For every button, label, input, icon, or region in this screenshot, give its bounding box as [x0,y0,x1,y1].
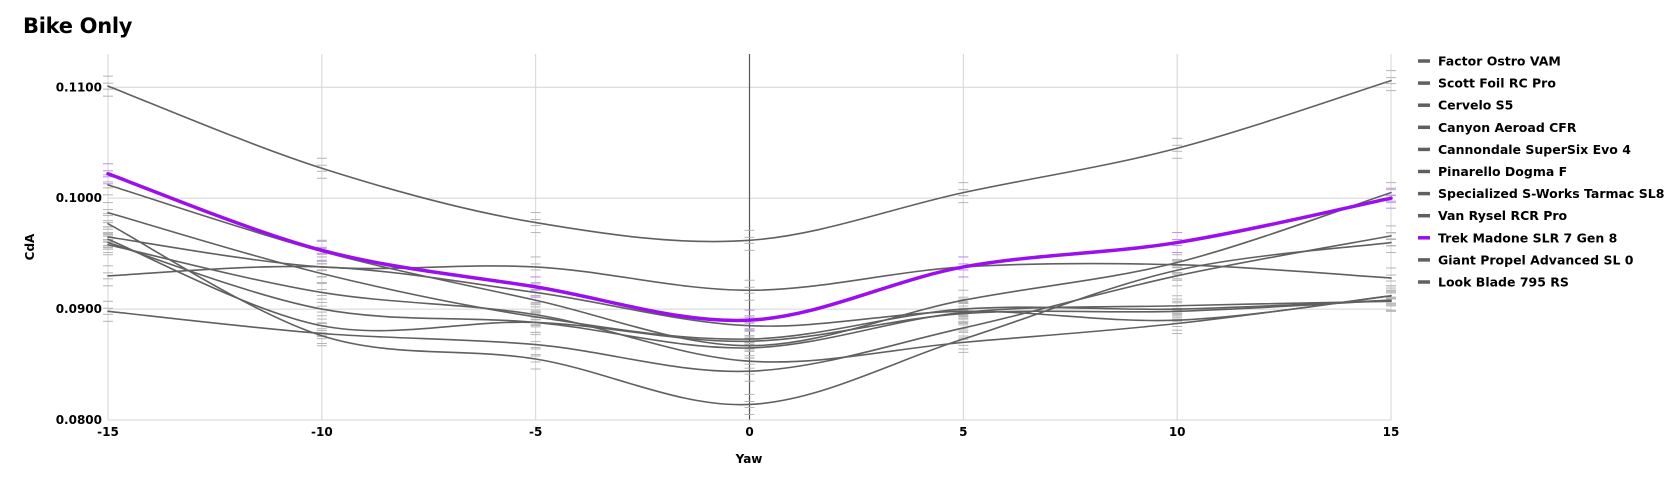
x-axis-label: Yaw [735,452,763,466]
series-line[interactable] [107,211,1392,340]
x-tick-label: 10 [1169,425,1186,439]
x-tick-label: -5 [529,425,542,439]
chart-title: Bike Only [23,14,133,38]
x-tick-label: -15 [97,425,119,439]
legend-label: Pinarello Dogma F [1438,164,1567,179]
grid-layer [107,54,1392,421]
legend-item[interactable]: Cervelo S5 [1418,98,1513,113]
y-tick-label: 0.1100 [56,80,102,94]
y-tick-label: 0.1000 [56,191,102,205]
legend-item[interactable]: Trek Madone SLR 7 Gen 8 [1418,230,1617,245]
legend-label: Giant Propel Advanced SL 0 [1438,252,1634,267]
series-line[interactable] [107,79,1392,243]
legend-item[interactable]: Specialized S-Works Tarmac SL8 [1418,186,1664,201]
y-tick-label: 0.0800 [56,413,102,427]
series-line[interactable] [107,235,1392,373]
legend-item[interactable]: Look Blade 795 RS [1418,275,1569,290]
series-line[interactable] [107,243,1392,363]
legend-label: Trek Madone SLR 7 Gen 8 [1438,230,1617,245]
legend-item[interactable]: Cannondale SuperSix Evo 4 [1418,142,1631,157]
legend-label: Cervelo S5 [1438,98,1513,113]
y-tick-label: 0.0900 [56,302,102,316]
legend-item[interactable]: Van Rysel RCR Pro [1418,208,1568,223]
legend-item[interactable]: Factor Ostro VAM [1418,54,1561,69]
series-layer [106,79,1393,406]
x-tick-label: -10 [311,425,333,439]
legend-label: Van Rysel RCR Pro [1438,208,1568,223]
legend-label: Factor Ostro VAM [1438,54,1561,69]
legend-item[interactable]: Giant Propel Advanced SL 0 [1418,252,1634,267]
legend: Factor Ostro VAM Scott Foil RC Pro Cervelo… [1418,54,1664,290]
series-line[interactable] [106,172,1393,323]
legend-label: Canyon Aeroad CFR [1438,120,1577,135]
y-axis-label: CdA [23,233,37,260]
legend-item[interactable]: Canyon Aeroad CFR [1418,120,1577,135]
x-tick-label: 15 [1383,425,1400,439]
legend-label: Look Blade 795 RS [1438,275,1569,290]
legend-item[interactable]: Scott Foil RC Pro [1418,76,1556,91]
legend-label: Scott Foil RC Pro [1438,76,1556,91]
legend-label: Cannondale SuperSix Evo 4 [1438,142,1631,157]
legend-item[interactable]: Pinarello Dogma F [1418,164,1567,179]
x-tick-label: 0 [745,425,753,439]
series-line[interactable] [107,265,1392,327]
series-line[interactable] [107,222,1392,406]
x-tick-label: 5 [959,425,967,439]
legend-label: Specialized S-Works Tarmac SL8 [1438,186,1664,201]
series-line[interactable] [107,238,1392,343]
series-line[interactable] [107,241,1392,349]
axis-layer: 0.0800 0.0900 0.1000 0.1100 -15 -10 -5 0 5 10 15 [56,80,1400,439]
